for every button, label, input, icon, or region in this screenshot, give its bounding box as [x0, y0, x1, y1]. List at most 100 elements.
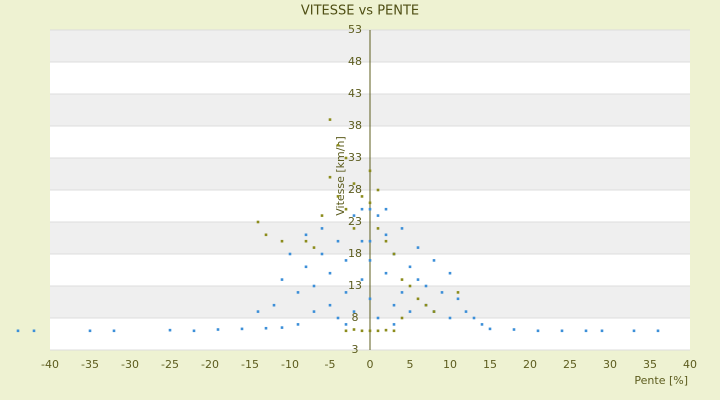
- x-tick-label: -5: [325, 358, 336, 371]
- point: [304, 233, 308, 237]
- y-tick-label: 3: [352, 343, 359, 356]
- point: [352, 227, 356, 230]
- point: [320, 227, 324, 230]
- x-tick-label: -25: [161, 358, 179, 371]
- point: [360, 329, 364, 333]
- point: [456, 297, 460, 301]
- point: [328, 271, 332, 275]
- point: [304, 265, 308, 269]
- point: [336, 239, 340, 243]
- point: [328, 118, 332, 121]
- point: [416, 246, 420, 249]
- x-tick-label: -20: [201, 358, 219, 371]
- point: [328, 303, 332, 307]
- point: [168, 328, 172, 332]
- point: [296, 323, 300, 326]
- x-tick-label: 35: [643, 358, 657, 371]
- point: [600, 329, 604, 333]
- point: [264, 326, 268, 330]
- y-tick-label: 53: [348, 23, 362, 36]
- point: [464, 310, 468, 313]
- point: [432, 259, 436, 262]
- point: [360, 207, 364, 211]
- point: [368, 201, 372, 205]
- x-tick-label: -15: [241, 358, 259, 371]
- point: [312, 284, 316, 288]
- point: [352, 182, 356, 185]
- point: [336, 143, 340, 147]
- point: [344, 329, 348, 333]
- point: [376, 329, 380, 333]
- point: [384, 328, 388, 332]
- x-tick-label: -30: [121, 358, 139, 371]
- point: [32, 329, 36, 333]
- point: [344, 156, 348, 160]
- y-tick-label: 23: [348, 215, 362, 228]
- point: [392, 323, 396, 326]
- point: [408, 284, 412, 288]
- point: [280, 326, 284, 329]
- y-tick-label: 43: [348, 87, 362, 100]
- point: [400, 291, 404, 294]
- y-tick-label: 8: [352, 311, 359, 324]
- y-tick-label: 48: [348, 55, 362, 68]
- point: [488, 327, 492, 331]
- point: [320, 214, 324, 217]
- point: [368, 259, 372, 262]
- point: [384, 271, 388, 275]
- point: [288, 252, 292, 256]
- point: [400, 278, 404, 281]
- x-tick-label: 20: [523, 358, 537, 371]
- point: [336, 316, 340, 320]
- point: [384, 239, 388, 243]
- point: [320, 252, 324, 256]
- point: [584, 329, 588, 333]
- x-tick-label: -35: [81, 358, 99, 371]
- point: [328, 175, 332, 179]
- point: [656, 329, 660, 333]
- point: [360, 195, 364, 198]
- point: [88, 329, 92, 333]
- point: [432, 310, 436, 313]
- point: [448, 316, 452, 320]
- point: [400, 316, 404, 320]
- point: [408, 265, 412, 269]
- point: [344, 259, 348, 262]
- point: [280, 278, 284, 281]
- point: [368, 207, 372, 211]
- point: [400, 227, 404, 230]
- point: [312, 310, 316, 313]
- point: [240, 327, 244, 331]
- point: [440, 291, 444, 294]
- point: [536, 329, 540, 333]
- point: [392, 329, 396, 333]
- y-axis-label: Vitesse [km/h]: [334, 136, 347, 216]
- point: [272, 303, 276, 307]
- point: [632, 329, 636, 333]
- point: [408, 310, 412, 313]
- x-tick-label: 15: [483, 358, 497, 371]
- point: [392, 252, 396, 256]
- point: [368, 169, 372, 173]
- y-tick-label: 18: [348, 247, 362, 260]
- point: [344, 207, 348, 211]
- point: [256, 220, 260, 224]
- point: [112, 329, 116, 333]
- point: [416, 278, 420, 281]
- point: [216, 328, 220, 331]
- point: [352, 214, 356, 217]
- point: [352, 310, 356, 313]
- x-tick-label: 0: [367, 358, 374, 371]
- point: [304, 239, 308, 243]
- point: [384, 207, 388, 211]
- point: [424, 284, 428, 288]
- point: [456, 291, 460, 294]
- x-tick-label: 25: [563, 358, 577, 371]
- point: [352, 328, 356, 331]
- x-axis-label: Pente [%]: [634, 374, 688, 387]
- point: [312, 246, 316, 249]
- point: [360, 239, 364, 243]
- x-tick-label: -10: [281, 358, 299, 371]
- point: [480, 323, 484, 326]
